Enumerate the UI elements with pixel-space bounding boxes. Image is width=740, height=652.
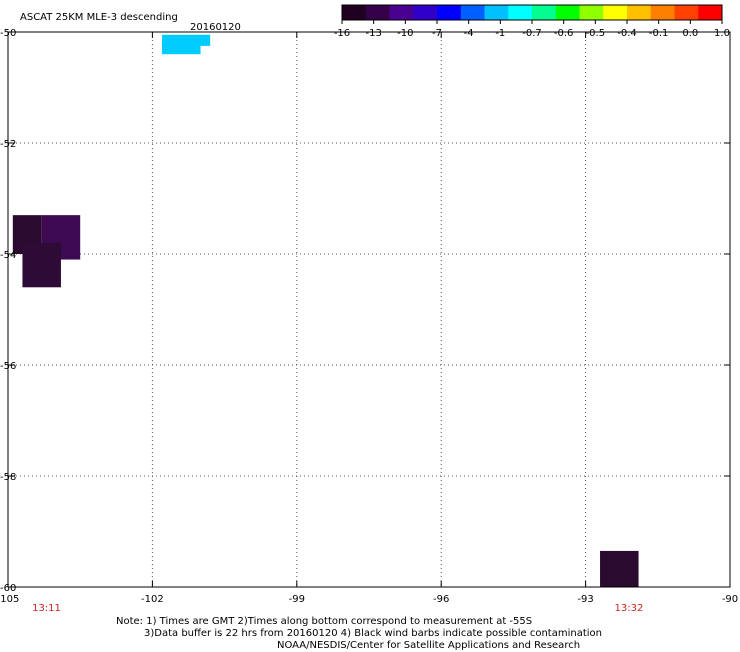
product-title: ASCAT 25KM MLE-3 descending (20, 12, 178, 23)
colorbar-swatch (413, 5, 438, 20)
x-tick-label: -90 (722, 594, 738, 605)
x-tick-label: -96 (433, 594, 449, 605)
colorbar-swatch (532, 5, 557, 20)
data-cell (22, 242, 61, 288)
grid (8, 32, 730, 587)
colorbar-swatch (508, 5, 533, 20)
colorbar-swatch (579, 5, 604, 20)
colorbar-swatch (627, 5, 652, 20)
colorbar-swatch (698, 5, 723, 20)
colorbar-tick-label: -0.6 (554, 28, 574, 39)
data-cell (162, 43, 201, 55)
y-tick-label: -60 (0, 583, 16, 594)
data-cell (600, 550, 639, 587)
data-cells (12, 34, 639, 587)
colorbar-swatch (365, 5, 390, 20)
colorbar-swatch (674, 5, 699, 20)
colorbar-swatch (650, 5, 675, 20)
colorbar-tick-label: -4 (464, 28, 474, 39)
footnote-line-3: NOAA/NESDIS/Center for Satellite Applica… (277, 640, 581, 651)
y-tick-label: -56 (0, 361, 16, 372)
y-tick-label: -52 (0, 139, 16, 150)
colorbar-tick-label: -1 (495, 28, 505, 39)
axis-ticks: -105 -102 -99 -96 -93 -90 -50 -52 -54 -56 -58 -60 13… (0, 28, 738, 614)
colorbar-tick-label: -0.1 (649, 28, 669, 39)
colorbar-swatch (342, 5, 367, 20)
colorbar-tick-label: 0.0 (682, 28, 698, 39)
y-tick-label: -58 (0, 472, 16, 483)
data-cell (162, 34, 211, 46)
footnote-line-2: 3)Data buffer is 22 hrs from 20160120 4)… (144, 628, 602, 639)
colorbar-swatch (555, 5, 580, 20)
colorbar-tick-label: -10 (397, 28, 413, 39)
colorbar-tick-label: -0.5 (586, 28, 606, 39)
colorbar-tick-label: -0.7 (522, 28, 542, 39)
colorbar-tick-label: 1.0 (714, 28, 730, 39)
colorbar-tick-label: -0.4 (617, 28, 637, 39)
colorbar-swatch (460, 5, 485, 20)
x-tick-label: -99 (289, 594, 305, 605)
colorbar-tick-label: -13 (365, 28, 381, 39)
x-tick-label: -105 (0, 594, 19, 605)
time-label: 13:32 (615, 603, 644, 614)
time-label: 13:11 (32, 603, 61, 614)
colorbar: -16 -13 -10 -7 -4 -1 -0.7 -0.6 -0.5 -0.4 -0.1 0.0 1.… (334, 4, 730, 39)
colorbar-swatch (484, 5, 509, 20)
date-label: 20160120 (190, 22, 241, 33)
colorbar-tick-label: -7 (432, 28, 442, 39)
footnote-line-1: Note: 1) Times are GMT 2)Times along bot… (116, 616, 533, 627)
x-tick-label: -93 (577, 594, 593, 605)
colorbar-swatch (603, 5, 628, 20)
plot-frame (7, 31, 731, 588)
colorbar-swatch (437, 5, 462, 20)
colorbar-swatch (389, 5, 414, 20)
x-tick-label: -102 (141, 594, 164, 605)
y-tick-label: -50 (0, 28, 16, 39)
colorbar-tick-label: -16 (334, 28, 350, 39)
y-tick-label: -54 (0, 250, 16, 261)
